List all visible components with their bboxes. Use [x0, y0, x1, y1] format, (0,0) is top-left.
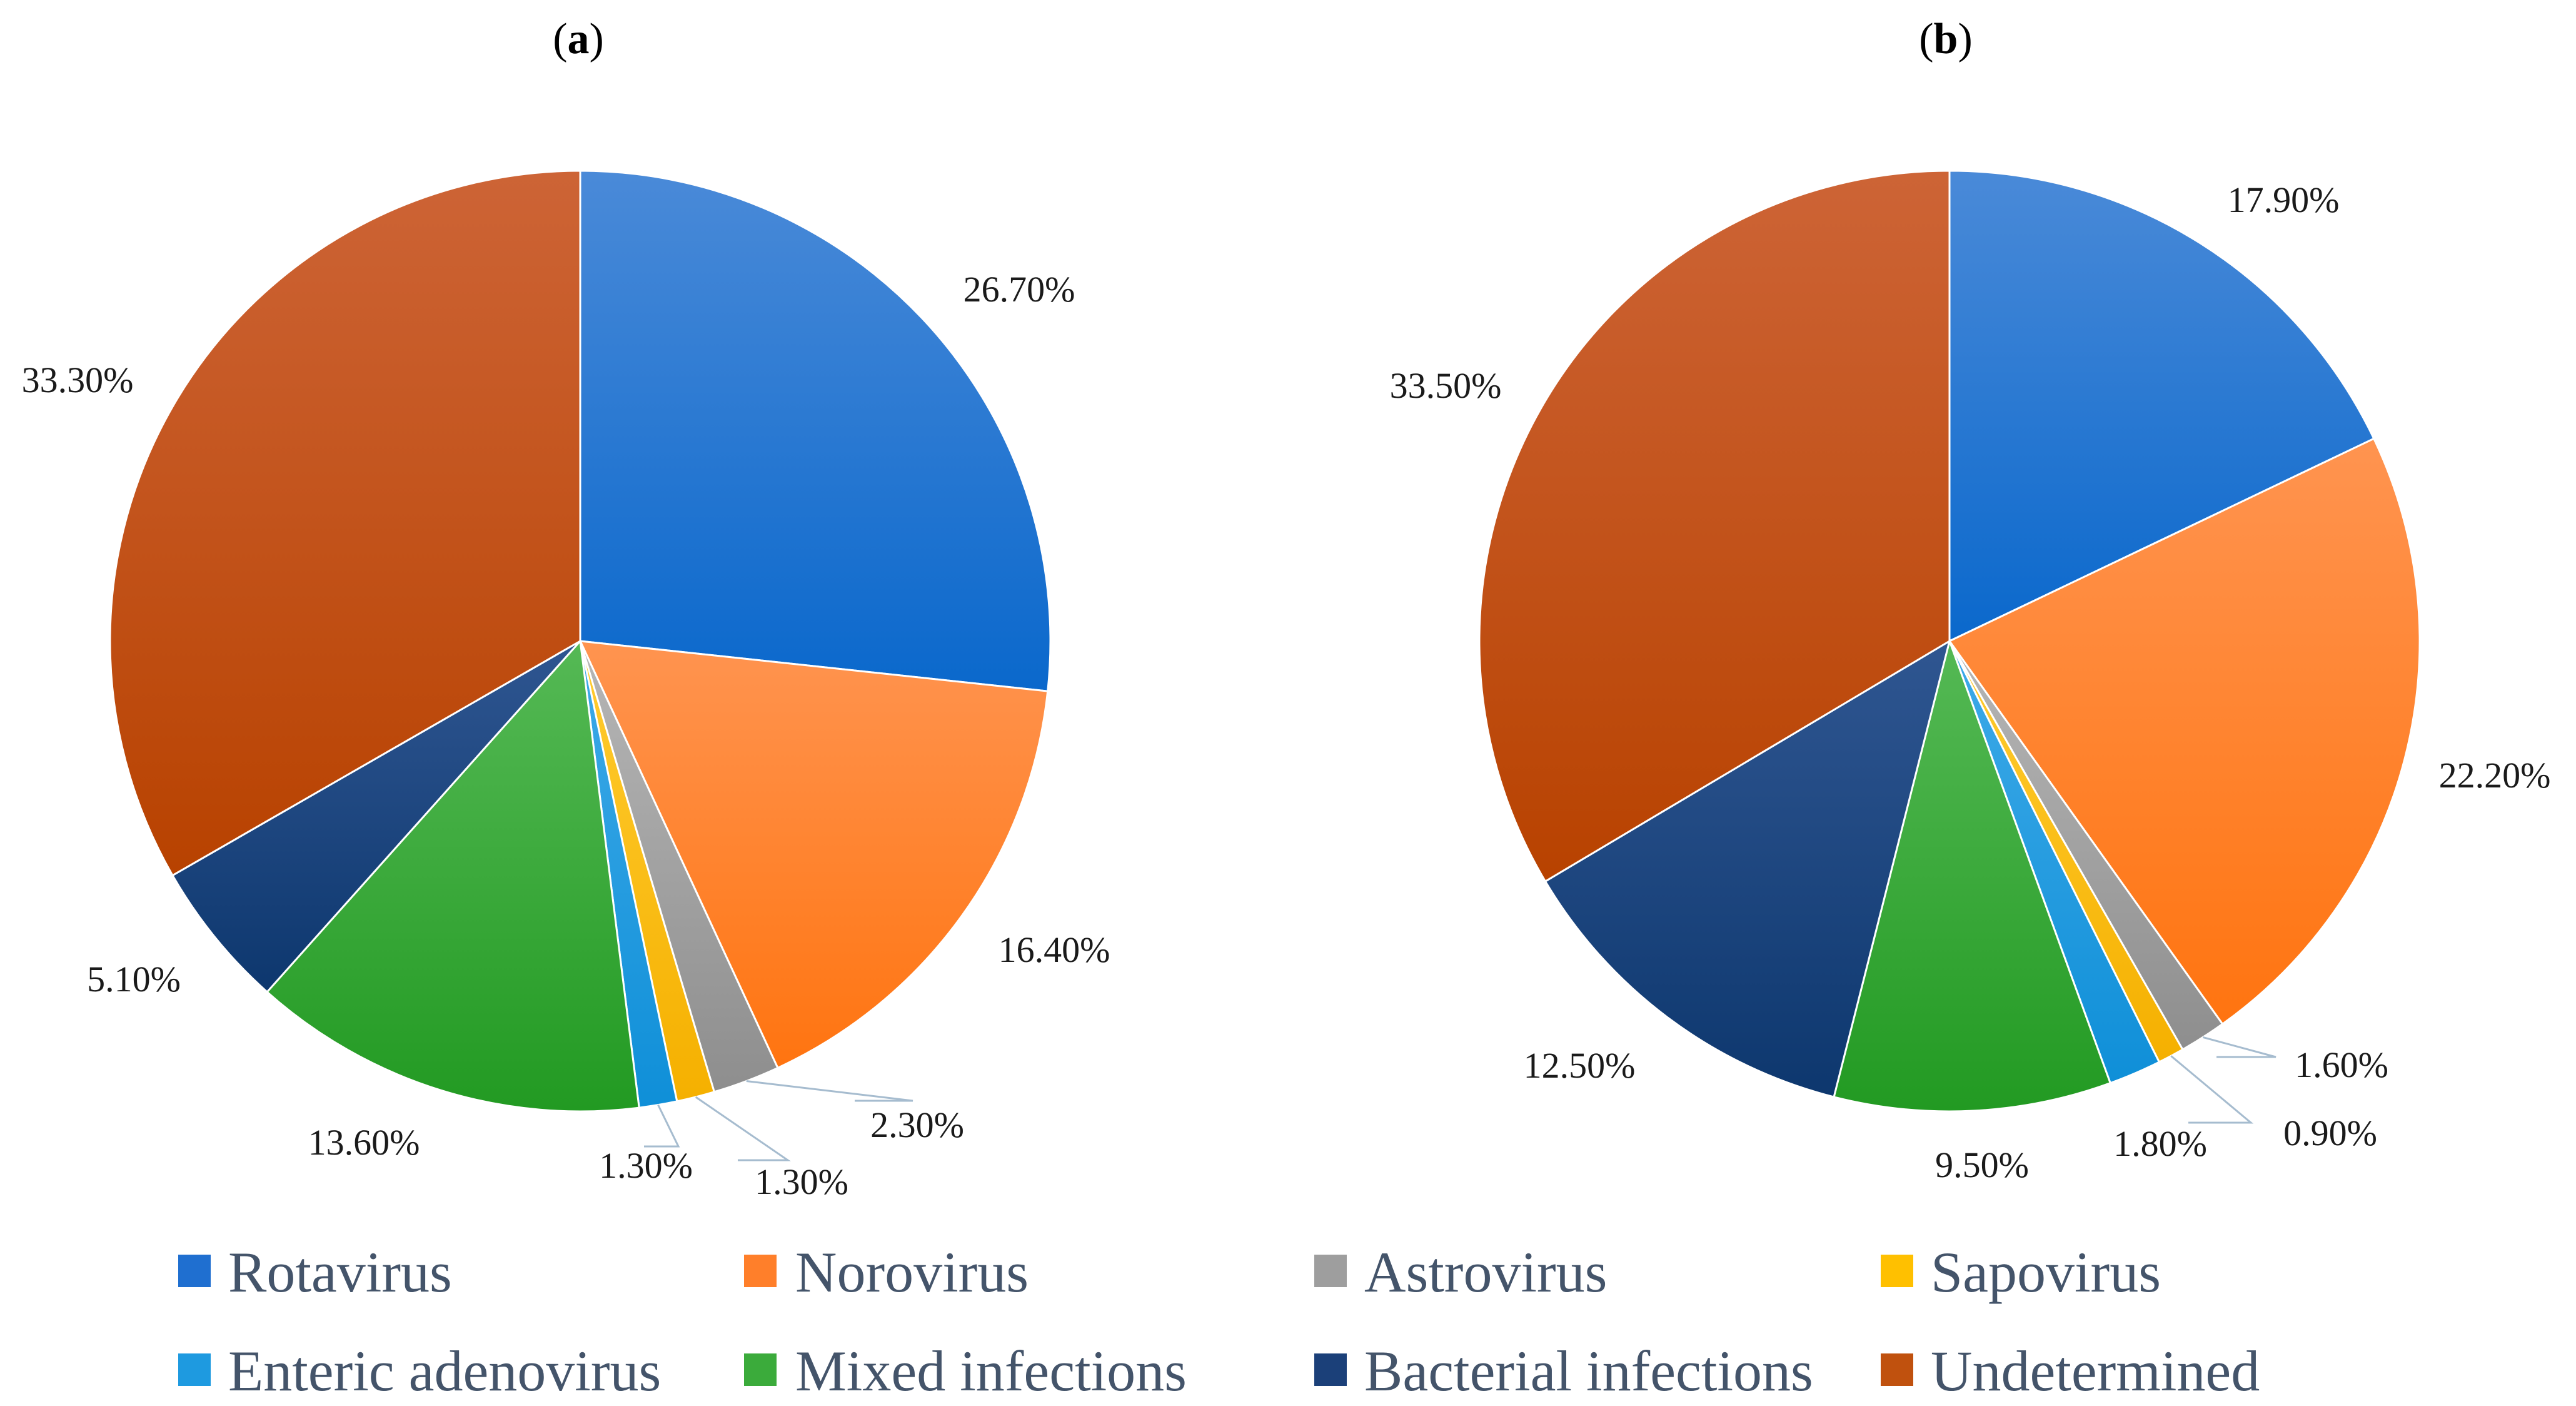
legend-item-mixed: Mixed infections	[744, 1339, 1187, 1403]
chart-b-leader-astrovirus	[2202, 1036, 2277, 1058]
chart-a-title: (a)	[553, 15, 604, 63]
chart-b-label-bacterial: 12.50%	[1524, 1045, 1636, 1086]
chart-a-leader-astrovirus	[746, 1080, 913, 1102]
legend-label-mixed: Mixed infections	[795, 1339, 1187, 1403]
legend-swatch-bacterial	[1314, 1353, 1347, 1386]
chart-a-label-bacterial: 5.10%	[87, 959, 181, 999]
pie-chart-b: (b) 17.90% 22.20% 1.60% 0.90% 1.80% 9.50…	[1390, 15, 2551, 1185]
chart-a-label-astrovirus: 2.30%	[870, 1105, 964, 1145]
legend-item-sapovirus: Sapovirus	[1881, 1240, 2161, 1304]
chart-b-leader-sapovirus	[2170, 1055, 2254, 1124]
chart-a-slices	[109, 169, 1052, 1113]
legend-label-sapovirus: Sapovirus	[1931, 1240, 2161, 1304]
chart-a-slice-bacterial	[171, 640, 581, 994]
legend: Rotavirus Norovirus Astrovirus Sapovirus…	[178, 1240, 2260, 1403]
chart-b-label-sapovirus: 0.90%	[2283, 1113, 2377, 1153]
chart-a-slice-norovirus	[578, 640, 1049, 1070]
legend-item-astrovirus: Astrovirus	[1314, 1240, 1607, 1304]
chart-a-slice-rotavirus	[579, 169, 1052, 692]
chart-a-label-mixed: 13.60%	[308, 1122, 420, 1163]
legend-swatch-undetermined	[1881, 1353, 1913, 1386]
chart-a-leader-adenovirus	[644, 1104, 680, 1148]
chart-a-label-adenovirus: 1.30%	[599, 1145, 693, 1186]
chart-b-label-norovirus: 22.20%	[2439, 755, 2551, 796]
legend-label-undetermined: Undetermined	[1931, 1339, 2260, 1403]
legend-swatch-astrovirus	[1314, 1255, 1347, 1287]
legend-item-bacterial: Bacterial infections	[1314, 1339, 1813, 1403]
chart-a-leaders	[644, 1080, 913, 1161]
chart-b-slice-rotavirus	[1948, 169, 2375, 643]
legend-swatch-adenovirus	[178, 1353, 211, 1386]
legend-label-rotavirus: Rotavirus	[228, 1240, 452, 1304]
legend-swatch-norovirus	[744, 1255, 777, 1287]
legend-label-adenovirus: Enteric adenovirus	[228, 1339, 661, 1403]
pie-chart-a: (a) 26.70% 16.40% 2.30% 1.30% 1.30% 13.6…	[22, 15, 1110, 1202]
legend-label-norovirus: Norovirus	[795, 1240, 1029, 1304]
chart-a-label-undetermined: 33.30%	[22, 360, 134, 400]
chart-b-label-adenovirus: 1.80%	[2113, 1123, 2207, 1164]
chart-b-slice-norovirus	[1948, 437, 2421, 1026]
legend-label-bacterial: Bacterial infections	[1364, 1339, 1813, 1403]
chart-b-title: (b)	[1919, 15, 1973, 63]
chart-b-leaders	[2170, 1036, 2277, 1124]
chart-b-labels: 17.90% 22.20% 1.60% 0.90% 1.80% 9.50% 12…	[1390, 180, 2551, 1185]
legend-swatch-sapovirus	[1881, 1255, 1913, 1287]
chart-a-slice-mixed	[266, 639, 640, 1113]
chart-a-label-rotavirus: 26.70%	[963, 269, 1075, 310]
chart-b-slice-undetermined	[1478, 169, 1951, 883]
legend-item-adenovirus: Enteric adenovirus	[178, 1339, 661, 1403]
legend-item-rotavirus: Rotavirus	[178, 1240, 452, 1304]
chart-b-label-mixed: 9.50%	[1935, 1145, 2029, 1185]
chart-b-label-undetermined: 33.50%	[1390, 365, 1502, 406]
chart-b-label-astrovirus: 1.60%	[2295, 1044, 2388, 1085]
legend-swatch-rotavirus	[178, 1255, 211, 1287]
chart-b-slice-mixed	[1833, 637, 2112, 1113]
legend-item-norovirus: Norovirus	[744, 1240, 1029, 1304]
chart-b-slices	[1478, 169, 2421, 1113]
chart-a-label-norovirus: 16.40%	[999, 929, 1110, 970]
legend-item-undetermined: Undetermined	[1881, 1339, 2260, 1403]
chart-b-slice-bacterial	[1544, 639, 1951, 1098]
chart-a-leader-sapovirus	[695, 1096, 791, 1161]
chart-a-label-sapovirus: 1.30%	[755, 1161, 848, 1202]
chart-a-slice-undetermined	[109, 169, 581, 877]
chart-a-labels: 26.70% 16.40% 2.30% 1.30% 1.30% 13.60% 5…	[22, 269, 1110, 1202]
legend-swatch-mixed	[744, 1353, 777, 1386]
legend-label-astrovirus: Astrovirus	[1364, 1240, 1607, 1304]
chart-b-label-rotavirus: 17.90%	[2228, 180, 2340, 220]
